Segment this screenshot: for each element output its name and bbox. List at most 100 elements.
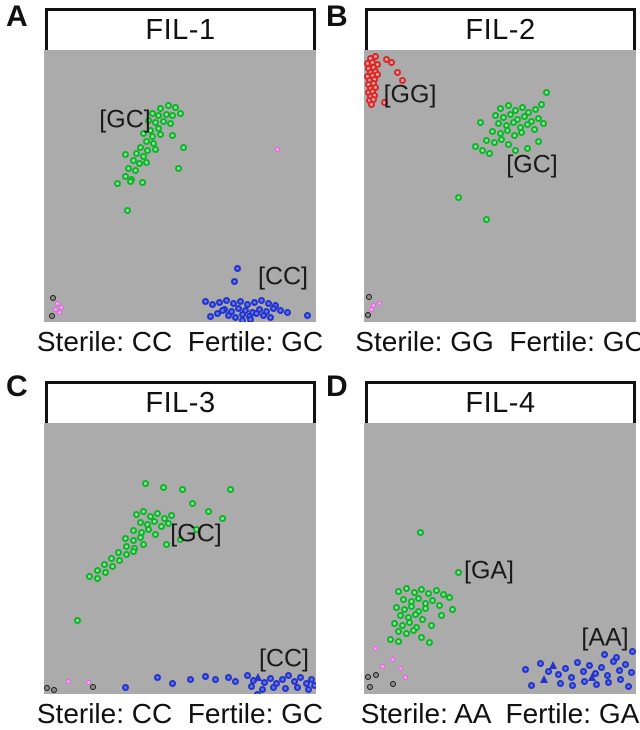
data-point-green: [148, 132, 156, 140]
data-point-green: [478, 146, 486, 154]
cluster-label: [GG]: [383, 80, 437, 109]
data-point-blue: [592, 680, 600, 688]
data-point-blue: [310, 681, 316, 689]
data-point-green: [143, 146, 151, 154]
data-point-green: [108, 562, 116, 570]
data-point-black: [367, 684, 373, 690]
data-point-blue: [540, 675, 548, 683]
data-point-blue: [536, 659, 544, 667]
data-point-magenta: [274, 146, 280, 152]
data-point-green: [390, 619, 398, 627]
data-point-green: [151, 145, 159, 153]
data-point-green: [435, 601, 443, 609]
data-point-green: [511, 106, 519, 114]
panel-title-c: FIL-3: [145, 387, 216, 419]
cluster-label: [GC]: [506, 150, 558, 179]
data-point-blue: [290, 677, 298, 685]
data-point-black: [365, 674, 371, 680]
data-point-blue: [233, 264, 241, 272]
data-point-magenta: [368, 306, 374, 312]
panel-caption-a: Sterile: CC Fertile: GC: [36, 326, 324, 357]
data-point-green: [534, 137, 542, 145]
panel-caption-d: Sterile: AA Fertile: GA: [360, 698, 640, 729]
data-point-blue: [252, 309, 260, 317]
data-point-green: [122, 542, 130, 550]
data-point-green: [100, 560, 108, 568]
data-point-red: [367, 100, 375, 108]
data-point-blue: [266, 674, 274, 682]
data-point-blue: [615, 666, 623, 674]
data-point-blue: [293, 683, 301, 691]
data-point-black: [90, 684, 96, 690]
data-point-green: [162, 540, 170, 548]
data-point-green: [226, 485, 234, 493]
data-point-green: [126, 177, 134, 185]
data-point-blue: [276, 306, 284, 314]
cluster-label: [GC]: [99, 105, 151, 134]
panel-caption-c: Sterile: CC Fertile: GC: [36, 698, 324, 729]
data-point-green: [132, 149, 140, 157]
data-point-green: [386, 635, 394, 643]
data-point-blue: [218, 306, 226, 314]
data-point-green: [399, 595, 407, 603]
data-point-green: [409, 626, 417, 634]
panel-b: B FIL-2 [GG] [GC] Sterile: GG Fertile: GC: [320, 0, 640, 370]
data-point-green: [394, 627, 402, 635]
data-point-green: [509, 118, 517, 126]
data-point-green: [432, 586, 440, 594]
data-point-green: [93, 574, 101, 582]
data-point-green: [136, 533, 144, 541]
data-point-blue: [284, 671, 292, 679]
data-point-green: [107, 554, 115, 562]
data-point-blue: [186, 675, 194, 683]
data-point-green: [132, 510, 140, 518]
data-point-green: [159, 117, 167, 125]
data-point-blue: [554, 670, 562, 678]
data-point-green: [139, 540, 147, 548]
data-point-green: [417, 633, 425, 641]
data-point-green: [454, 568, 462, 576]
data-point-green: [168, 111, 176, 119]
data-point-green: [167, 511, 175, 519]
data-point-blue: [231, 677, 239, 685]
data-point-blue: [236, 297, 244, 305]
data-point-green: [144, 116, 152, 124]
data-point-blue: [588, 673, 596, 681]
panel-title-box-d: FIL-4: [365, 381, 636, 423]
data-point-green: [124, 164, 132, 172]
data-point-green: [176, 535, 184, 543]
data-point-green: [490, 138, 498, 146]
data-point-green: [445, 593, 453, 601]
data-point-blue: [246, 315, 254, 322]
data-point-blue: [561, 664, 569, 672]
data-point-green: [73, 616, 81, 624]
data-point-green: [129, 536, 137, 544]
data-point-green: [437, 611, 445, 619]
data-point-green: [504, 140, 512, 148]
data-point-green: [192, 525, 200, 533]
data-point-green: [510, 131, 518, 139]
data-point-green: [101, 568, 109, 576]
data-point-magenta: [379, 663, 385, 669]
data-point-blue: [303, 311, 311, 319]
data-point-green: [424, 589, 432, 597]
data-point-blue: [544, 667, 552, 675]
data-point-blue: [264, 299, 272, 307]
panel-letter-c: C: [6, 370, 28, 403]
data-point-green: [150, 517, 158, 525]
panel-c: C FIL-3 [GC] [CC] Sterile: CC Fertile: GC: [0, 370, 323, 729]
data-point-blue: [247, 682, 255, 690]
data-point-green: [494, 119, 502, 127]
data-point-magenta: [65, 678, 71, 684]
data-point-green: [417, 585, 425, 593]
data-point-green: [405, 618, 413, 626]
data-point-green: [499, 113, 507, 121]
data-point-blue: [201, 672, 209, 680]
data-point-blue: [121, 683, 129, 691]
data-point-blue: [278, 675, 286, 683]
data-point-magenta: [389, 656, 395, 662]
data-point-green: [139, 152, 147, 160]
data-point-green: [156, 104, 164, 112]
data-point-green: [121, 150, 129, 158]
data-point-green: [511, 146, 519, 154]
